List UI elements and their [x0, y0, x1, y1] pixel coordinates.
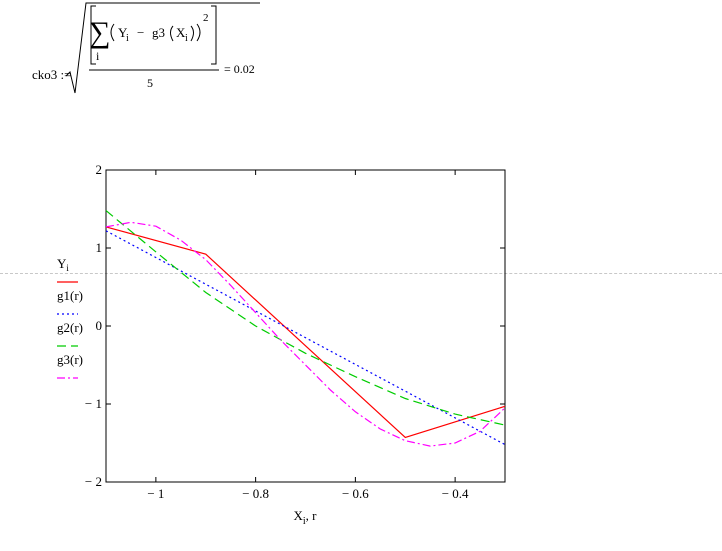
close-paren [196, 23, 201, 42]
page-break-line [0, 273, 722, 274]
term-x: X [176, 25, 186, 40]
legend-label: g1(r) [57, 288, 83, 303]
legend-label: g3(r) [57, 352, 83, 367]
x-axis-label: Xi, r [293, 508, 317, 527]
series-line-g3r [105, 221, 506, 447]
sum-index: i [96, 49, 100, 63]
legend-label: Yi [57, 256, 69, 273]
x-tick-label: − 0.8 [242, 486, 269, 501]
plot-frame [105, 169, 506, 483]
term-y-sub: i [126, 33, 129, 44]
x-tick-label: − 0.4 [442, 486, 469, 501]
x-tick-label: − 0.6 [342, 486, 369, 501]
term-y: Y [118, 25, 128, 40]
left-bracket [90, 5, 96, 65]
formula-lhs: cko3 := [32, 67, 71, 82]
series-line-yi [105, 226, 506, 439]
inner-open-paren [170, 25, 174, 42]
formula-denominator: 5 [147, 76, 153, 90]
formula-result: = 0.02 [224, 62, 255, 76]
sum-symbol: ∑ [89, 16, 110, 49]
right-bracket [211, 5, 217, 65]
open-paren [110, 23, 115, 42]
term-power: 2 [203, 12, 209, 24]
series-line-g2r [105, 210, 506, 426]
legend-label: g2(r) [57, 320, 83, 335]
x-tick-label: − 1 [147, 486, 164, 501]
line-chart: − 1 − 0.8 − 0.6 − 0.4 − 2 − 1 0 1 2 Yi g1(r) g2(r)… [57, 162, 506, 527]
y-tick-label: − 1 [85, 396, 102, 411]
series-line-g1r [105, 230, 506, 446]
y-tick-label: − 2 [85, 474, 102, 489]
rms-formula: cko3 := ∑ i Y i − g3 X i 2 5 = 0.02 [32, 2, 260, 94]
y-tick-label: 1 [96, 240, 103, 255]
term-func: g3 [152, 25, 165, 40]
term-minus: − [137, 25, 144, 40]
y-tick-label: 0 [96, 318, 103, 333]
y-tick-label: 2 [96, 162, 103, 177]
radical-sign [65, 2, 260, 94]
term-x-sub: i [185, 33, 188, 44]
inner-close-paren [190, 25, 194, 42]
